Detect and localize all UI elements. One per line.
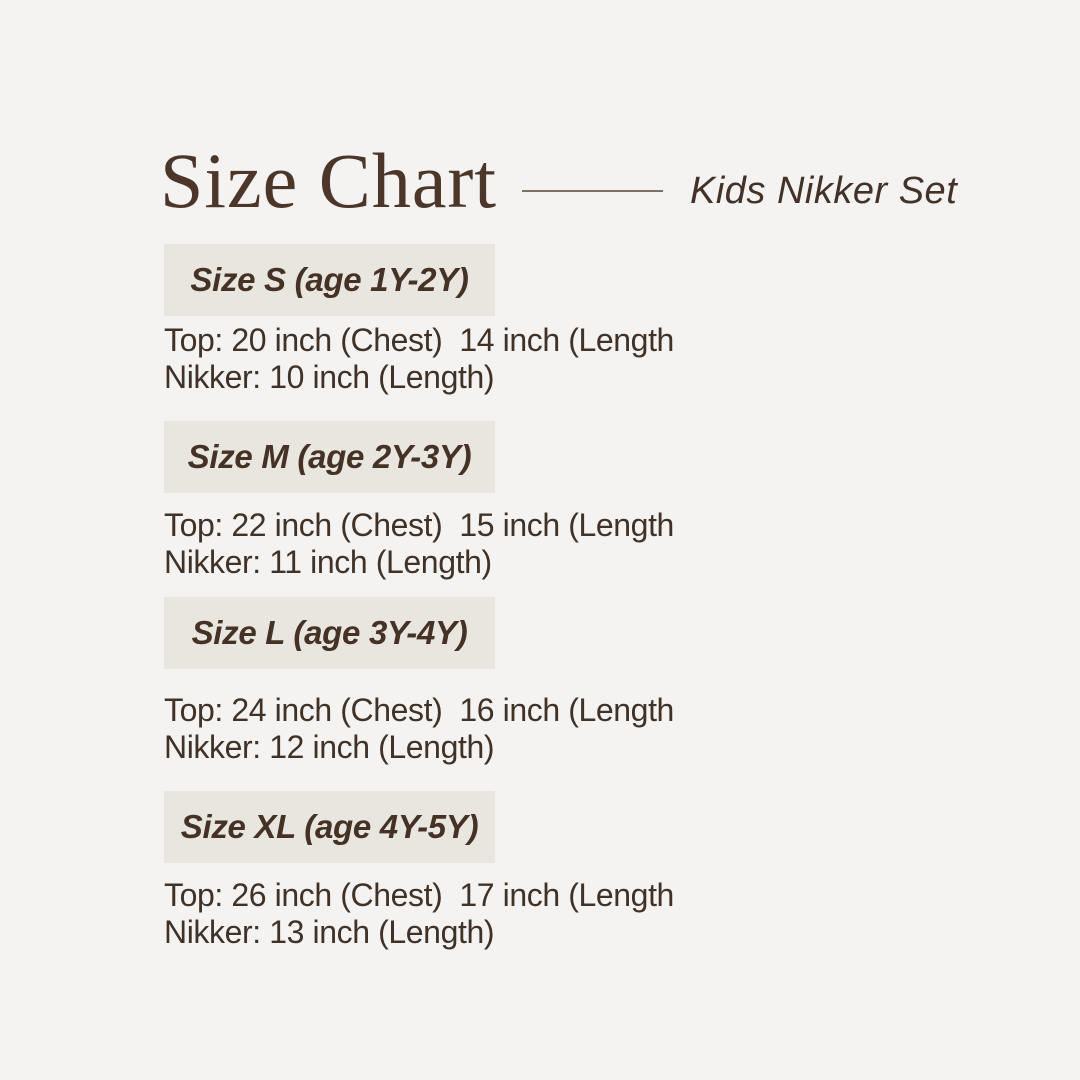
size-l-nikker-measurement: Nikker: 12 inch (Length) xyxy=(164,729,495,765)
size-l-top-measurement: Top: 24 inch (Chest) 16 inch (Length xyxy=(164,692,674,728)
title-divider xyxy=(522,190,663,192)
size-header-l-label: Size L (age 3Y-4Y) xyxy=(191,614,468,651)
size-header-s-label: Size S (age 1Y-2Y) xyxy=(190,261,469,298)
size-header-xl-label: Size XL (age 4Y-5Y) xyxy=(180,808,479,845)
size-header-m-label: Size M (age 2Y-3Y) xyxy=(187,438,472,475)
size-s-measurements: Top: 20 inch (Chest) 14 inch (Length Nik… xyxy=(164,322,674,396)
size-m-top-measurement: Top: 22 inch (Chest) 15 inch (Length xyxy=(164,507,674,543)
size-header-m: Size M (age 2Y-3Y) xyxy=(164,421,495,493)
size-s-top-measurement: Top: 20 inch (Chest) 14 inch (Length xyxy=(164,322,674,358)
size-m-measurements: Top: 22 inch (Chest) 15 inch (Length Nik… xyxy=(164,507,674,581)
size-xl-measurements: Top: 26 inch (Chest) 17 inch (Length Nik… xyxy=(164,877,674,951)
size-header-l: Size L (age 3Y-4Y) xyxy=(164,597,495,669)
size-l-measurements: Top: 24 inch (Chest) 16 inch (Length Nik… xyxy=(164,692,674,766)
size-m-nikker-measurement: Nikker: 11 inch (Length) xyxy=(164,544,492,580)
size-xl-top-measurement: Top: 26 inch (Chest) 17 inch (Length xyxy=(164,877,674,913)
size-xl-nikker-measurement: Nikker: 13 inch (Length) xyxy=(164,914,495,950)
page-title: Size Chart xyxy=(160,137,498,224)
product-name: Kids Nikker Set xyxy=(690,170,958,212)
size-header-s: Size S (age 1Y-2Y) xyxy=(164,244,495,316)
size-s-nikker-measurement: Nikker: 10 inch (Length) xyxy=(164,359,495,395)
size-header-xl: Size XL (age 4Y-5Y) xyxy=(164,791,495,863)
